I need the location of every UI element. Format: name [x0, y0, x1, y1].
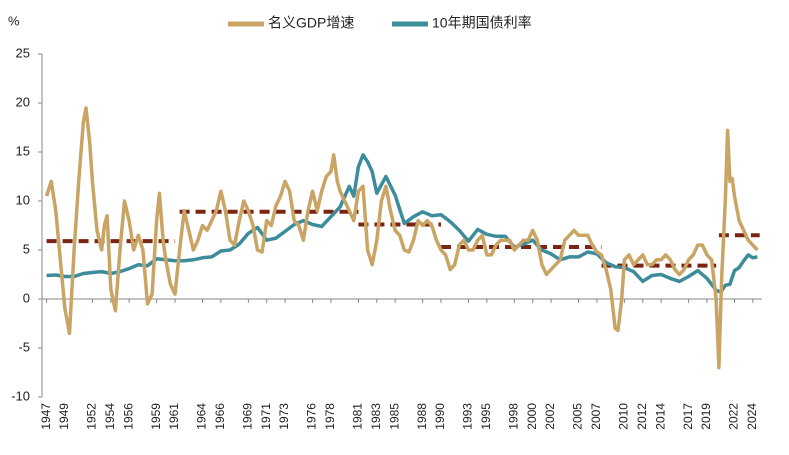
x-tick-label: 1956 [121, 403, 135, 430]
x-tick-label: 1964 [195, 403, 209, 430]
legend-label: 10年期国债利率 [432, 15, 532, 31]
y-tick-label: 15 [16, 143, 30, 158]
x-tick-label: 1973 [277, 403, 291, 430]
x-tick-label: 1983 [369, 403, 383, 430]
x-tick-label: 1988 [415, 403, 429, 430]
y-tick-label: 25 [16, 45, 30, 60]
x-tick-label: 1949 [57, 403, 71, 430]
x-tick-label: 2017 [681, 403, 695, 430]
x-tick-label: 2012 [635, 403, 649, 430]
legend-label: 名义GDP增速 [268, 15, 354, 31]
unit-label: % [8, 13, 20, 28]
x-tick-label: 1978 [323, 403, 337, 430]
y-tick-label: -5 [18, 339, 30, 354]
y-tick-label: 0 [23, 290, 30, 305]
x-tick-label: 2022 [727, 403, 741, 430]
x-tick-label: 1971 [259, 403, 273, 430]
x-tick-label: 1990 [433, 403, 447, 430]
x-tick-label: 1954 [103, 403, 117, 430]
x-tick-label: 1976 [305, 403, 319, 430]
x-tick-label: 1966 [213, 403, 227, 430]
x-tick-label: 1981 [351, 403, 365, 430]
y-tick-label: 20 [16, 94, 30, 109]
y-tick-label: 5 [23, 241, 30, 256]
series-line [46, 153, 758, 294]
x-tick-label: 1995 [479, 403, 493, 430]
x-tick-label: 1947 [39, 403, 53, 430]
x-tick-label: 2010 [617, 403, 631, 430]
x-tick-label: 1985 [387, 403, 401, 430]
x-tick-label: 1969 [241, 403, 255, 430]
x-tick-label: 2007 [589, 403, 603, 430]
x-tick-label: 2005 [571, 403, 585, 430]
x-tick-label: 1961 [167, 403, 181, 430]
x-tick-label: 2000 [525, 403, 539, 430]
x-tick-label: 2024 [745, 403, 759, 430]
series-line [44, 106, 759, 370]
x-tick-label: 1959 [149, 403, 163, 430]
x-tick-label: 2002 [543, 403, 557, 430]
x-tick-label: 2014 [653, 403, 667, 430]
y-tick-label: 10 [16, 192, 30, 207]
x-tick-label: 1998 [507, 403, 521, 430]
y-tick-label: -10 [11, 388, 30, 403]
x-tick-label: 1993 [461, 403, 475, 430]
x-tick-label: 2019 [699, 403, 713, 430]
x-tick-label: 1952 [85, 403, 99, 430]
